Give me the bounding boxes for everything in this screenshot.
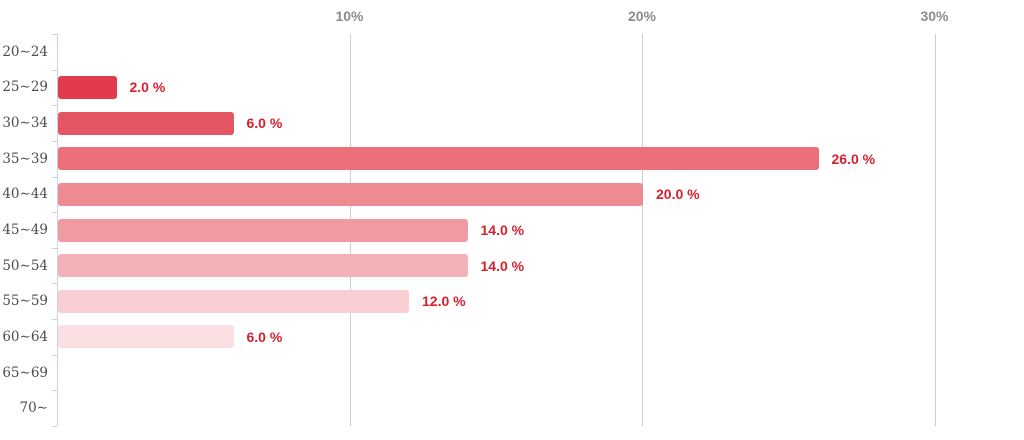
bar-value-label: 26.0 % [831, 150, 876, 167]
y-axis-label: 70∼ [19, 400, 49, 417]
y-axis-line [57, 34, 58, 426]
bar-60∼64 [58, 325, 234, 349]
y-axis-tick [52, 105, 57, 107]
y-axis-label: 30∼34 [2, 115, 48, 132]
bar-value-label: 6.0 % [246, 115, 283, 132]
x-tick-label: 10% [335, 8, 364, 24]
y-axis-tick [52, 354, 57, 356]
x-tick-label: 20% [627, 8, 657, 24]
y-axis-tick [52, 140, 57, 142]
y-axis-tick [52, 390, 57, 392]
y-axis-tick [52, 34, 57, 35]
y-axis-tick [52, 69, 57, 71]
bar-55∼59 [58, 289, 409, 313]
y-axis-label: 20∼24 [2, 43, 48, 60]
plot-area: 2.0 % 6.0 % 26.0 % 20.0 % 14.0 % 14.0 % 12.0 %… [57, 34, 1023, 426]
y-axis-tick [52, 247, 57, 249]
bar-value-label: 20.0 % [656, 186, 700, 203]
bar-25∼29 [58, 75, 117, 99]
bar-30∼34 [58, 111, 234, 135]
bar-value-label: 12.0 % [422, 293, 466, 310]
y-axis-label: 50∼54 [2, 257, 48, 274]
bar-value-label: 14.0 % [480, 257, 525, 274]
grid-line [642, 34, 643, 426]
y-axis-label: 60∼64 [2, 328, 48, 345]
y-axis-tick [52, 426, 57, 427]
bar-value-label: 14.0 % [480, 222, 525, 238]
bar-45∼49 [58, 218, 468, 242]
y-axis-label: 65∼69 [2, 364, 48, 381]
bar-value-label: 2.0 % [129, 79, 166, 96]
y-axis-label: 45∼49 [2, 222, 48, 238]
y-axis-label: 55∼59 [2, 293, 48, 310]
y-axis-tick [52, 176, 57, 178]
y-axis-label: 40∼44 [2, 186, 48, 203]
y-axis-tick [52, 283, 57, 285]
x-tick-label: 30% [920, 8, 949, 24]
y-axis-label: 25∼29 [2, 79, 48, 96]
y-axis-label: 35∼39 [2, 150, 48, 167]
bar-35∼39 [58, 147, 819, 171]
bar-40∼44 [58, 182, 643, 206]
bar-value-label: 6.0 % [246, 328, 283, 345]
bar-50∼54 [58, 254, 468, 278]
y-axis-tick [52, 319, 57, 321]
y-axis-tick [52, 212, 57, 214]
grid-line [934, 34, 936, 426]
